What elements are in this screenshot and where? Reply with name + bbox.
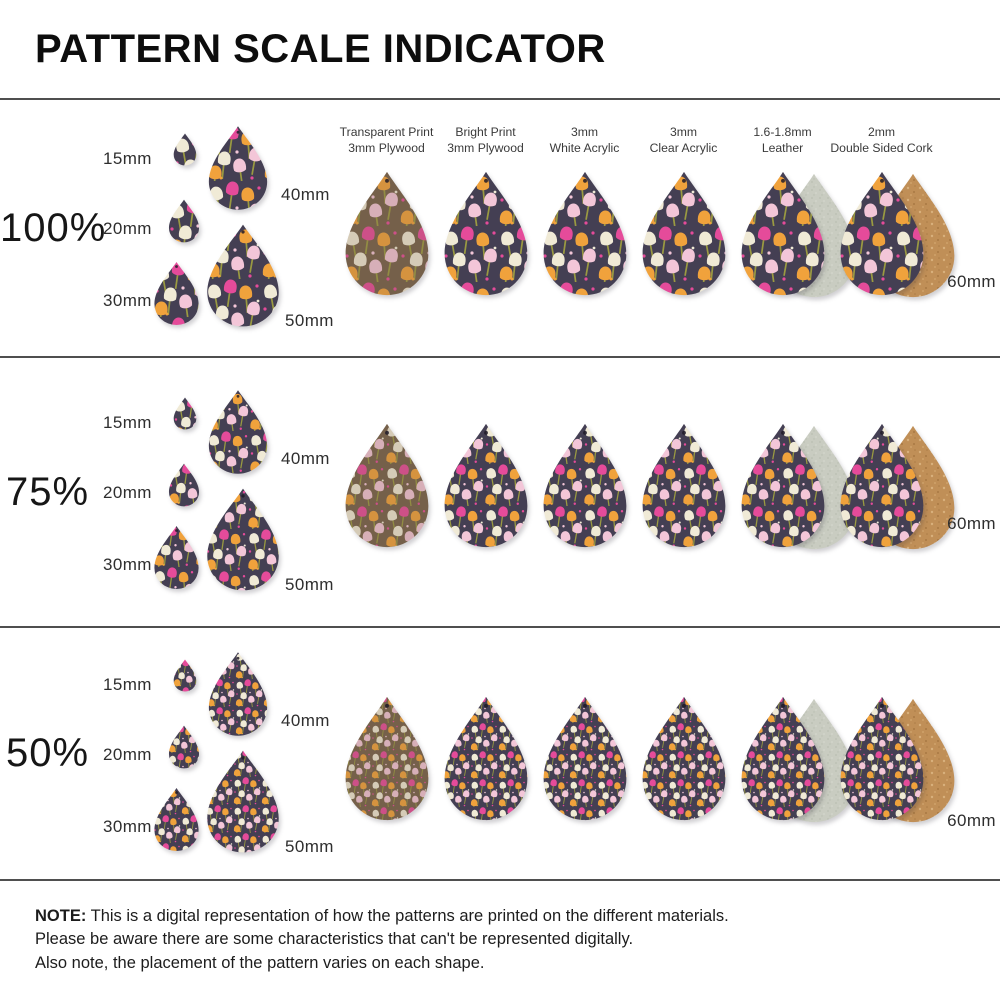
size-label-60mm: 60mm: [947, 272, 996, 291]
teardrop-white-acrylic: [543, 423, 626, 547]
teardrop-30mm: [154, 787, 199, 851]
teardrop-clear-acrylic: [642, 171, 725, 296]
size-label-20mm: 20mm: [103, 219, 152, 238]
teardrop-leather-front: [741, 423, 824, 547]
page-header: PATTERN SCALE INDICATOR: [0, 0, 1000, 100]
note-line-1: NOTE: This is a digital representation o…: [35, 907, 729, 925]
size-label-60mm: 60mm: [947, 811, 996, 830]
material-column-white-acrylic: [535, 695, 634, 822]
teardrop-clear-acrylic: [642, 696, 725, 820]
teardrop-15mm: [173, 397, 197, 430]
material-header: 3mm Clear Acrylic: [649, 125, 718, 156]
size-label-50mm: 50mm: [285, 311, 334, 330]
material-column-white-acrylic: [535, 422, 634, 549]
size-label-40mm: 40mm: [281, 710, 330, 730]
teardrop-plywood-transparent: [345, 696, 428, 820]
teardrop-plywood-bright: [444, 423, 527, 547]
material-column-leather: 1.6-1.8mm Leather: [733, 124, 855, 298]
material-column-cork: [832, 695, 954, 822]
note-line-3: Also note, the placement of the pattern …: [35, 953, 485, 972]
materials-group-75: 60mm: [335, 358, 1000, 626]
teardrop-white-acrylic: [543, 171, 626, 296]
teardrop-cork-front: [840, 171, 923, 296]
material-column-plywood-bright: [436, 422, 535, 549]
material-column-plywood-bright: [436, 695, 535, 822]
note-line-2: Please be aware there are some character…: [35, 930, 634, 949]
material-header: 3mm White Acrylic: [549, 125, 620, 156]
teardrop-15mm: [173, 658, 197, 692]
size-label-20mm: 20mm: [103, 744, 152, 764]
size-label-15mm: 15mm: [103, 674, 152, 694]
teardrop-plywood-transparent: [345, 423, 428, 547]
teardrop-40mm: [208, 390, 268, 474]
size-samples-100: 15mm 20mm 30mm 40mm 50mm: [95, 121, 335, 335]
materials-group-100: Transparent Print 3mm Plywood Bright Pri…: [335, 100, 1000, 356]
note-label: NOTE:: [35, 907, 87, 925]
size-label-30mm: 30mm: [103, 555, 152, 574]
size-label-50mm: 50mm: [285, 836, 334, 856]
teardrop-30mm: [154, 261, 199, 326]
teardrop-20mm: [168, 725, 200, 768]
material-column-plywood-transparent: [337, 422, 436, 549]
size-label-30mm: 30mm: [103, 291, 152, 310]
teardrop-leather-front: [741, 696, 824, 820]
material-column-leather: [733, 695, 855, 822]
material-column-plywood-transparent: [337, 695, 436, 822]
scale-label-100: 100%: [0, 205, 107, 250]
teardrop-50mm: [207, 750, 279, 852]
material-column-leather: [733, 422, 855, 549]
material-column-cork: 2mm Double Sided Cork: [830, 124, 954, 298]
size-label-20mm: 20mm: [103, 483, 152, 502]
teardrop-30mm: [154, 525, 199, 590]
size-samples-75: 15mm 20mm 30mm 40mm 50mm: [95, 385, 335, 599]
teardrop-20mm: [168, 199, 200, 243]
size-samples-50: 15mm 20mm 30mm 40mm 50mm: [95, 647, 335, 861]
size-label-50mm: 50mm: [285, 575, 334, 594]
teardrop-50mm: [207, 224, 279, 327]
material-header: Transparent Print 3mm Plywood: [339, 125, 434, 156]
teardrop-cork-front: [840, 423, 923, 547]
teardrop-cork-front: [840, 696, 923, 820]
material-header: 1.6-1.8mm Leather: [753, 125, 812, 156]
teardrop-plywood-bright: [444, 171, 527, 296]
material-column-cork: [832, 422, 954, 549]
teardrop-50mm: [207, 488, 279, 591]
teardrop-white-acrylic: [543, 696, 626, 820]
teardrop-clear-acrylic: [642, 423, 725, 547]
scale-row-100: 100% 15mm 20mm 30mm 40mm 50mm Transparen…: [0, 100, 1000, 358]
size-label-60mm: 60mm: [947, 514, 996, 533]
scale-row-50: 50% 15mm 20mm 30mm 40mm 50mm: [0, 628, 1000, 881]
material-column-clear-acrylic: [634, 695, 733, 822]
scale-label-75: 75%: [5, 469, 90, 514]
material-column-plywood-bright: Bright Print 3mm Plywood: [436, 124, 535, 297]
material-column-plywood-transparent: Transparent Print 3mm Plywood: [337, 124, 436, 297]
size-label-15mm: 15mm: [103, 413, 152, 432]
scale-label-50: 50%: [5, 731, 90, 775]
teardrop-40mm: [208, 651, 268, 736]
material-column-clear-acrylic: [634, 422, 733, 549]
material-header: 2mm Double Sided Cork: [830, 125, 933, 156]
teardrop-plywood-transparent: [345, 171, 428, 296]
teardrop-plywood-bright: [444, 696, 527, 820]
material-header: Bright Print 3mm Plywood: [447, 125, 524, 156]
materials-group-50: 60mm: [335, 628, 1000, 879]
size-label-40mm: 40mm: [281, 449, 330, 468]
page-title: PATTERN SCALE INDICATOR: [35, 26, 606, 71]
size-label-15mm: 15mm: [103, 149, 152, 168]
teardrop-20mm: [168, 463, 200, 507]
material-column-clear-acrylic: 3mm Clear Acrylic: [634, 124, 733, 297]
size-label-30mm: 30mm: [103, 816, 152, 836]
teardrop-15mm: [173, 133, 197, 166]
material-column-white-acrylic: 3mm White Acrylic: [535, 124, 634, 297]
teardrop-leather-front: [741, 171, 824, 296]
scale-row-75: 75% 15mm 20mm 30mm 40mm 50mm: [0, 358, 1000, 628]
size-label-40mm: 40mm: [281, 185, 330, 204]
teardrop-40mm: [208, 126, 268, 210]
note-section: NOTE: This is a digital representation o…: [0, 881, 1000, 975]
